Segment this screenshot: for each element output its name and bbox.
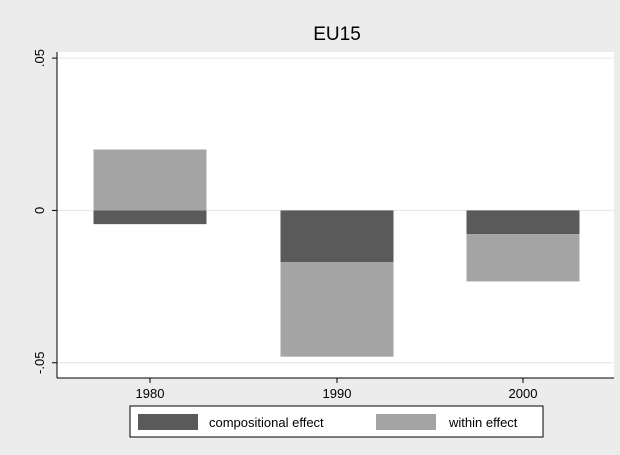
- bar-compositional-effect-2000: [466, 210, 580, 235]
- legend: compositional effect within effect: [129, 405, 544, 438]
- bar-compositional-effect-1990: [280, 210, 394, 263]
- y-tick-label-2: -.05: [32, 352, 47, 374]
- legend-label-compositional-effect: compositional effect: [209, 415, 324, 430]
- plot-layer: .05 0 -.05 1980 1990 2000: [32, 49, 614, 401]
- y-tick-label-1: 0: [32, 207, 47, 214]
- legend-box: [129, 405, 544, 438]
- legend-swatch-within-effect: [376, 414, 436, 430]
- x-tick-label-1980: 1980: [136, 386, 165, 401]
- legend-swatch-compositional-effect: [138, 414, 198, 430]
- bar-within-effect-1990: [280, 262, 394, 357]
- chart-title: EU15: [313, 24, 361, 45]
- x-tick-label-2000: 2000: [509, 386, 538, 401]
- bar-compositional-effect-1980: [93, 210, 207, 225]
- bar-within-effect-1980: [93, 149, 207, 211]
- legend-label-within-effect: within effect: [448, 415, 518, 430]
- x-tick-label-1990: 1990: [323, 386, 352, 401]
- y-tick-label-0: .05: [32, 49, 47, 67]
- bar-within-effect-2000: [466, 234, 580, 282]
